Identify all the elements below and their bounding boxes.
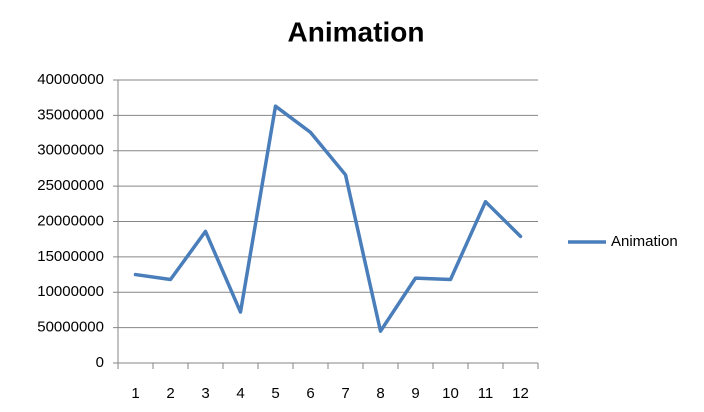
x-tick-label: 9 [411, 385, 419, 402]
chart-title: Animation [288, 16, 425, 47]
y-tick-label: 50000000 [37, 319, 104, 336]
data-line [133, 104, 523, 333]
y-tick-label: 30000000 [37, 142, 104, 159]
y-tick-label: 20000000 [37, 212, 104, 229]
x-tick-label: 5 [271, 385, 279, 402]
legend-label: Animation [611, 233, 678, 250]
x-tick-label: 11 [478, 385, 494, 402]
y-tick-label: 35000000 [37, 106, 104, 123]
y-tick-label: 40000000 [37, 71, 104, 88]
x-tick-label: 1 [131, 385, 139, 402]
x-tick-label: 12 [512, 385, 529, 402]
x-tick-label: 6 [306, 385, 314, 402]
x-tick-label: 7 [341, 385, 349, 402]
y-tick-label: 25000000 [37, 177, 104, 194]
x-tick-label: 10 [442, 385, 459, 402]
x-tick-label: 2 [166, 385, 174, 402]
y-tick-label: 10000000 [37, 283, 104, 300]
x-tick-label: 4 [236, 385, 244, 402]
y-tick-label: 15000000 [37, 248, 104, 265]
x-tick-label: 8 [376, 385, 384, 402]
x-tick-label: 3 [201, 385, 209, 402]
y-tick-label: 0 [96, 354, 104, 371]
